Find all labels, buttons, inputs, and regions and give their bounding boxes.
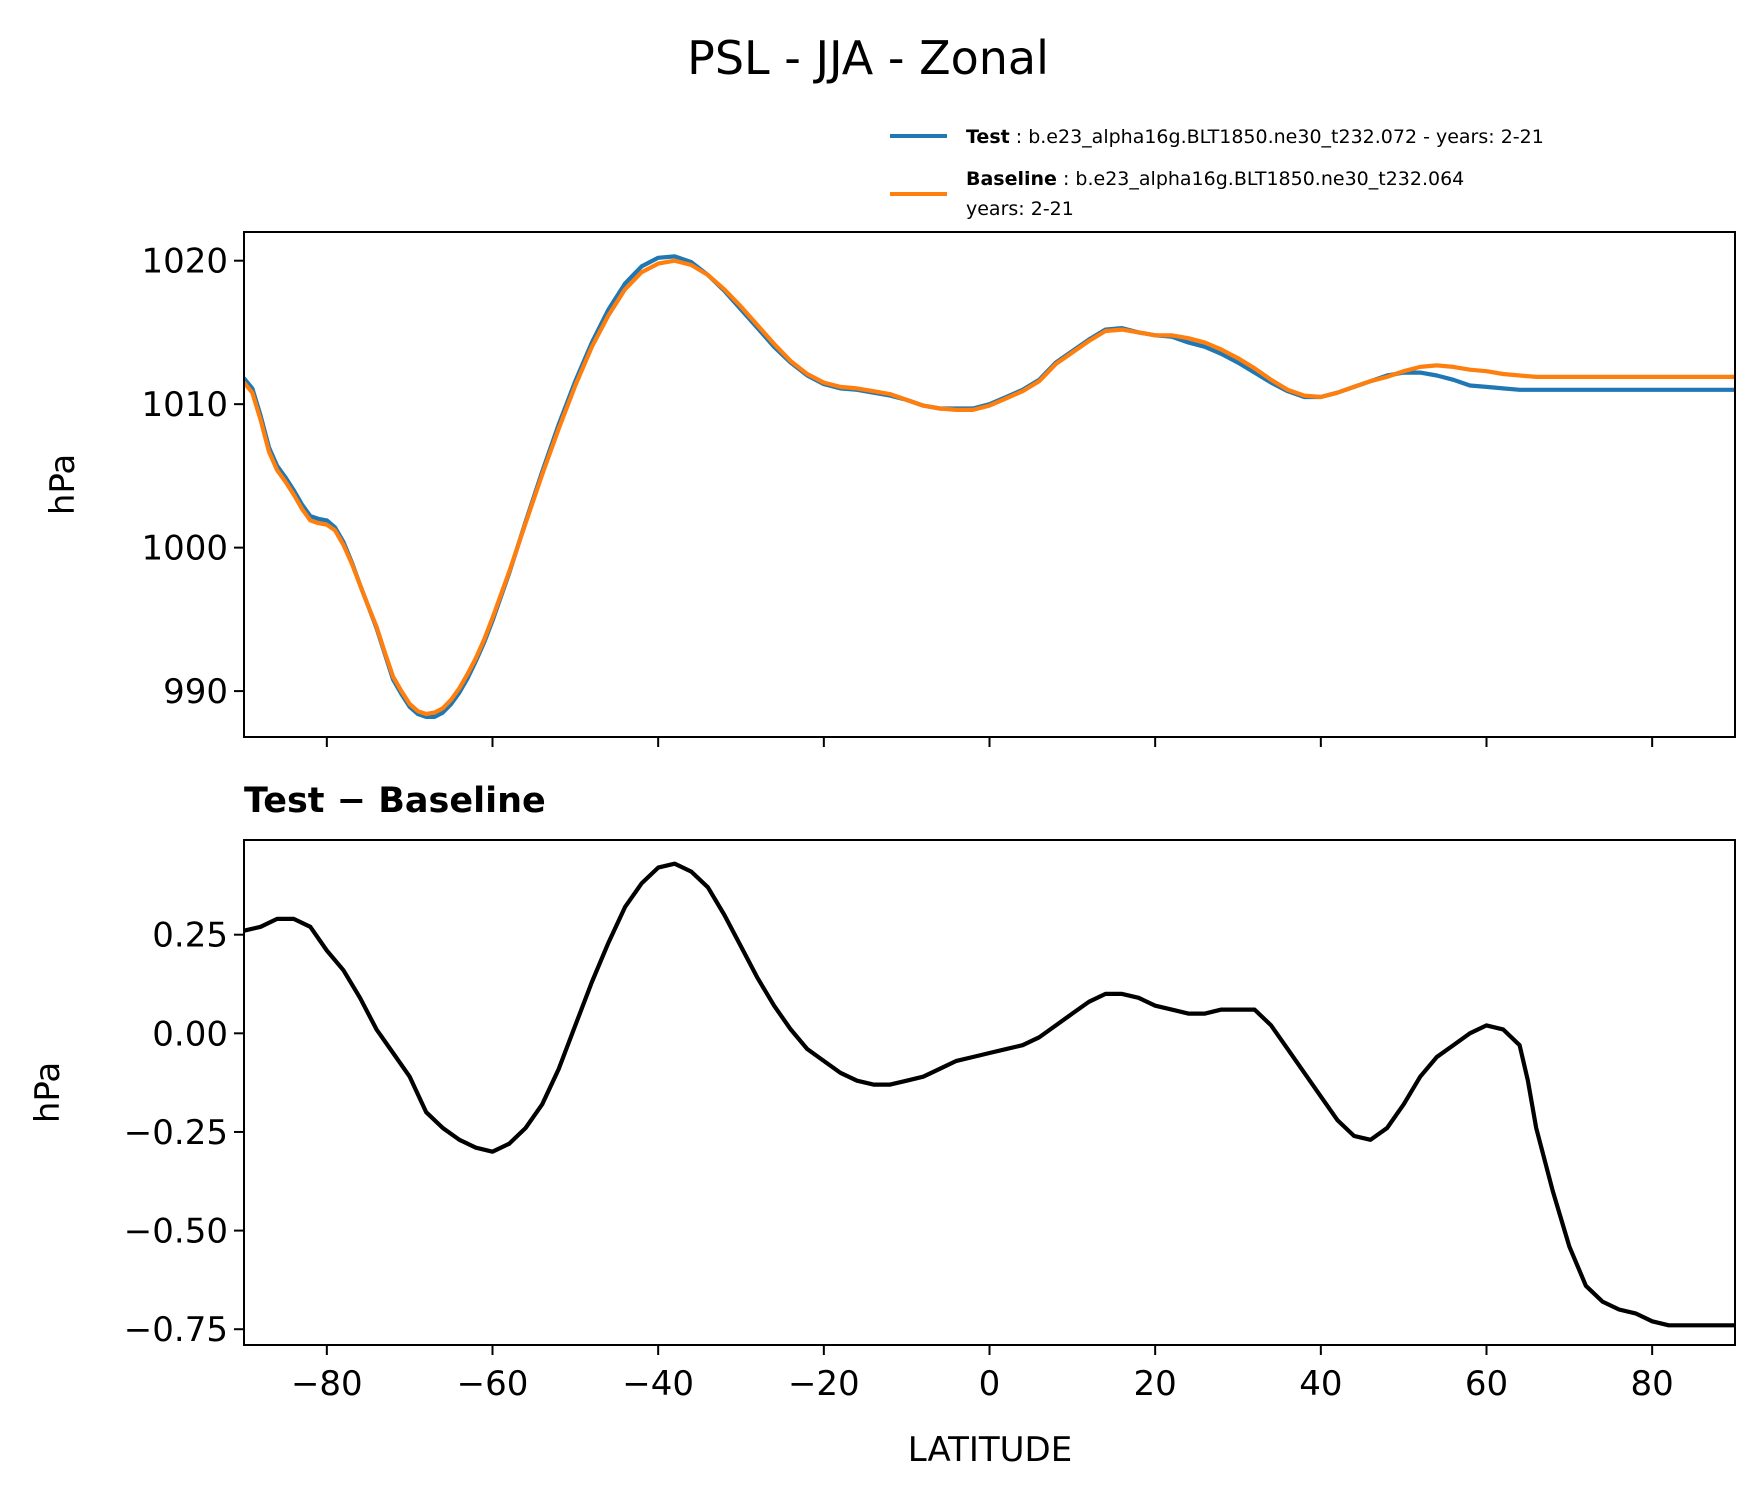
x-tick-label: 80 bbox=[1631, 1364, 1674, 1404]
x-tick-label: −20 bbox=[788, 1364, 860, 1404]
x-tick-label: −80 bbox=[291, 1364, 363, 1404]
y-axis-label: hPa bbox=[28, 1062, 68, 1123]
plot-frame bbox=[243, 839, 1736, 1346]
legend-test-name: Test bbox=[966, 126, 1010, 148]
difference-panel: 0.25 0.00 −0.25 −0.50 −0.75 −80 −60 −40 −20 0 20 40… bbox=[28, 839, 1736, 1404]
y-tick-label: −0.25 bbox=[124, 1113, 228, 1153]
plot-frame bbox=[243, 231, 1736, 738]
y-tick-label: −0.75 bbox=[124, 1310, 228, 1350]
x-axis-label: LATITUDE bbox=[908, 1430, 1072, 1470]
x-tick-label: −60 bbox=[457, 1364, 529, 1404]
x-tick-label: 20 bbox=[1134, 1364, 1177, 1404]
legend-test-desc: : b.e23_alpha16g.BLT1850.ne30_t232.072 -… bbox=[1016, 126, 1544, 148]
x-tick-label: −40 bbox=[622, 1364, 694, 1404]
y-tick-label: 0.25 bbox=[152, 916, 228, 956]
x-tick-label: 0 bbox=[979, 1364, 1001, 1404]
series-line-difference bbox=[244, 861, 1735, 1328]
legend-baseline-years: years: 2-21 bbox=[966, 198, 1074, 220]
y-tick-label: −0.50 bbox=[124, 1212, 228, 1252]
legend: Test : b.e23_alpha16g.BLT1850.ne30_t232.… bbox=[890, 126, 1544, 220]
x-tick-label: 60 bbox=[1465, 1364, 1508, 1404]
y-tick-label: 1000 bbox=[141, 529, 228, 569]
difference-panel-title: Test − Baseline bbox=[244, 781, 546, 821]
legend-test-label: Test : b.e23_alpha16g.BLT1850.ne30_t232.… bbox=[966, 126, 1544, 148]
series-line-test bbox=[244, 254, 1735, 720]
y-tick-label: 1010 bbox=[141, 385, 228, 425]
legend-baseline-desc: : b.e23_alpha16g.BLT1850.ne30_t232.064 bbox=[1063, 168, 1464, 190]
legend-baseline-name: Baseline bbox=[966, 168, 1057, 190]
x-tick-label: 40 bbox=[1299, 1364, 1342, 1404]
y-tick-label: 0.00 bbox=[152, 1014, 228, 1054]
figure-title: PSL - JJA - Zonal bbox=[687, 31, 1049, 85]
y-axis-label: hPa bbox=[43, 454, 83, 515]
legend-baseline-label: Baseline : b.e23_alpha16g.BLT1850.ne30_t… bbox=[966, 168, 1464, 190]
y-tick-label: 1020 bbox=[141, 242, 228, 282]
series-line-baseline bbox=[244, 258, 1735, 717]
top-panel: 990 1000 1010 1020 hPa bbox=[43, 231, 1736, 747]
y-tick-label: 990 bbox=[163, 672, 228, 712]
